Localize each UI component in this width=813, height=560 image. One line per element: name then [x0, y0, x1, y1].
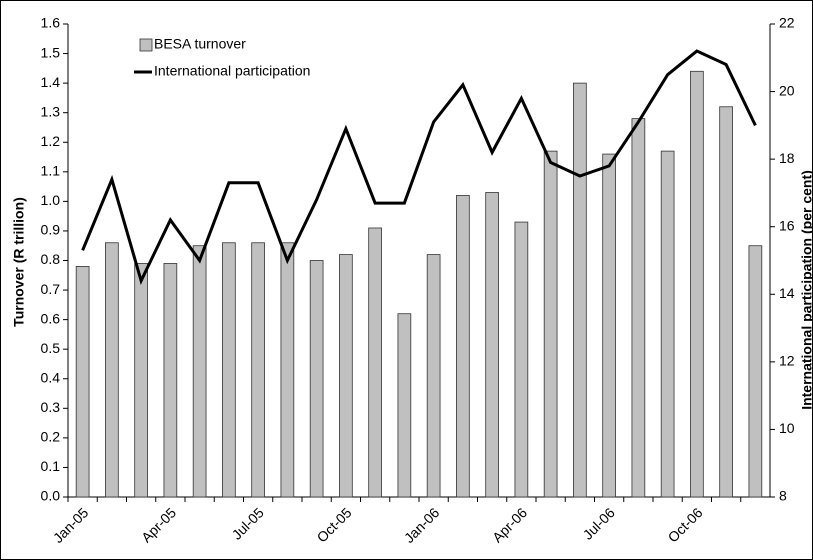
y-tick-label: 1.2 — [41, 133, 61, 149]
y-tick-label: 1.4 — [41, 74, 61, 90]
bar — [514, 221, 529, 498]
y-tick-label: 0.7 — [41, 281, 61, 297]
bar — [105, 242, 119, 498]
x-tick-label: Oct-05 — [314, 504, 355, 545]
legend-label: BESA turnover — [154, 36, 246, 52]
y-tick-label: 1.5 — [41, 44, 61, 60]
bar — [251, 242, 265, 498]
y2-tick-label: 22 — [779, 15, 795, 31]
y-tick-label: 0.4 — [41, 369, 61, 385]
bar — [690, 70, 704, 498]
y-tick-label: 1.6 — [41, 15, 61, 31]
bar — [309, 260, 324, 498]
y2-axis-title: International participation (per cent) — [799, 170, 813, 410]
y-tick-label: 1.3 — [41, 103, 61, 119]
y-tick-label: 0.9 — [41, 222, 61, 238]
bar — [543, 150, 558, 498]
bar — [192, 245, 207, 498]
bar — [660, 150, 675, 498]
x-tick-label: Apr-06 — [489, 504, 530, 545]
bar — [426, 254, 441, 498]
bar — [280, 242, 295, 498]
y2-tick-label: 8 — [779, 488, 787, 504]
x-tick-label: Oct-06 — [665, 504, 706, 545]
y-tick-label: 0.0 — [41, 488, 61, 504]
legend-swatch — [139, 38, 153, 52]
bar — [573, 82, 587, 498]
bar — [748, 245, 763, 498]
x-tick-label: Jul-05 — [229, 504, 267, 542]
bar — [485, 192, 499, 498]
bar — [339, 254, 353, 498]
bar — [163, 263, 178, 498]
y-tick-label: 1.0 — [41, 192, 61, 208]
y2-tick-label: 14 — [779, 285, 795, 301]
y-tick-label: 0.1 — [41, 458, 61, 474]
y2-tick-label: 10 — [779, 420, 795, 436]
y-tick-label: 0.6 — [41, 310, 61, 326]
bar — [602, 153, 616, 498]
legend-label: International participation — [154, 63, 310, 79]
x-tick-label: Jan-05 — [50, 504, 92, 546]
y-tick-label: 0.3 — [41, 399, 61, 415]
y2-tick-label: 12 — [779, 353, 795, 369]
y-tick-label: 0.2 — [41, 429, 61, 445]
y-tick-label: 0.8 — [41, 251, 61, 267]
line — [81, 49, 757, 285]
y2-tick-label: 20 — [779, 82, 795, 98]
y2-tick-label: 18 — [779, 150, 795, 166]
bar — [222, 242, 236, 498]
bar — [397, 313, 412, 498]
x-tick-label: Apr-05 — [138, 504, 179, 545]
bar — [134, 263, 148, 498]
y-tick-label: 1.1 — [41, 163, 61, 179]
y-axis-title: Turnover (R trillion) — [11, 197, 27, 327]
y-tick-label: 0.5 — [41, 340, 61, 356]
bar — [368, 227, 382, 498]
bar — [456, 195, 470, 498]
x-tick-label: Jan-06 — [401, 504, 443, 546]
x-tick-label: Jul-06 — [580, 504, 618, 542]
bar — [631, 118, 646, 498]
bar — [75, 266, 90, 498]
bar — [719, 106, 733, 498]
y2-tick-label: 16 — [779, 217, 795, 233]
